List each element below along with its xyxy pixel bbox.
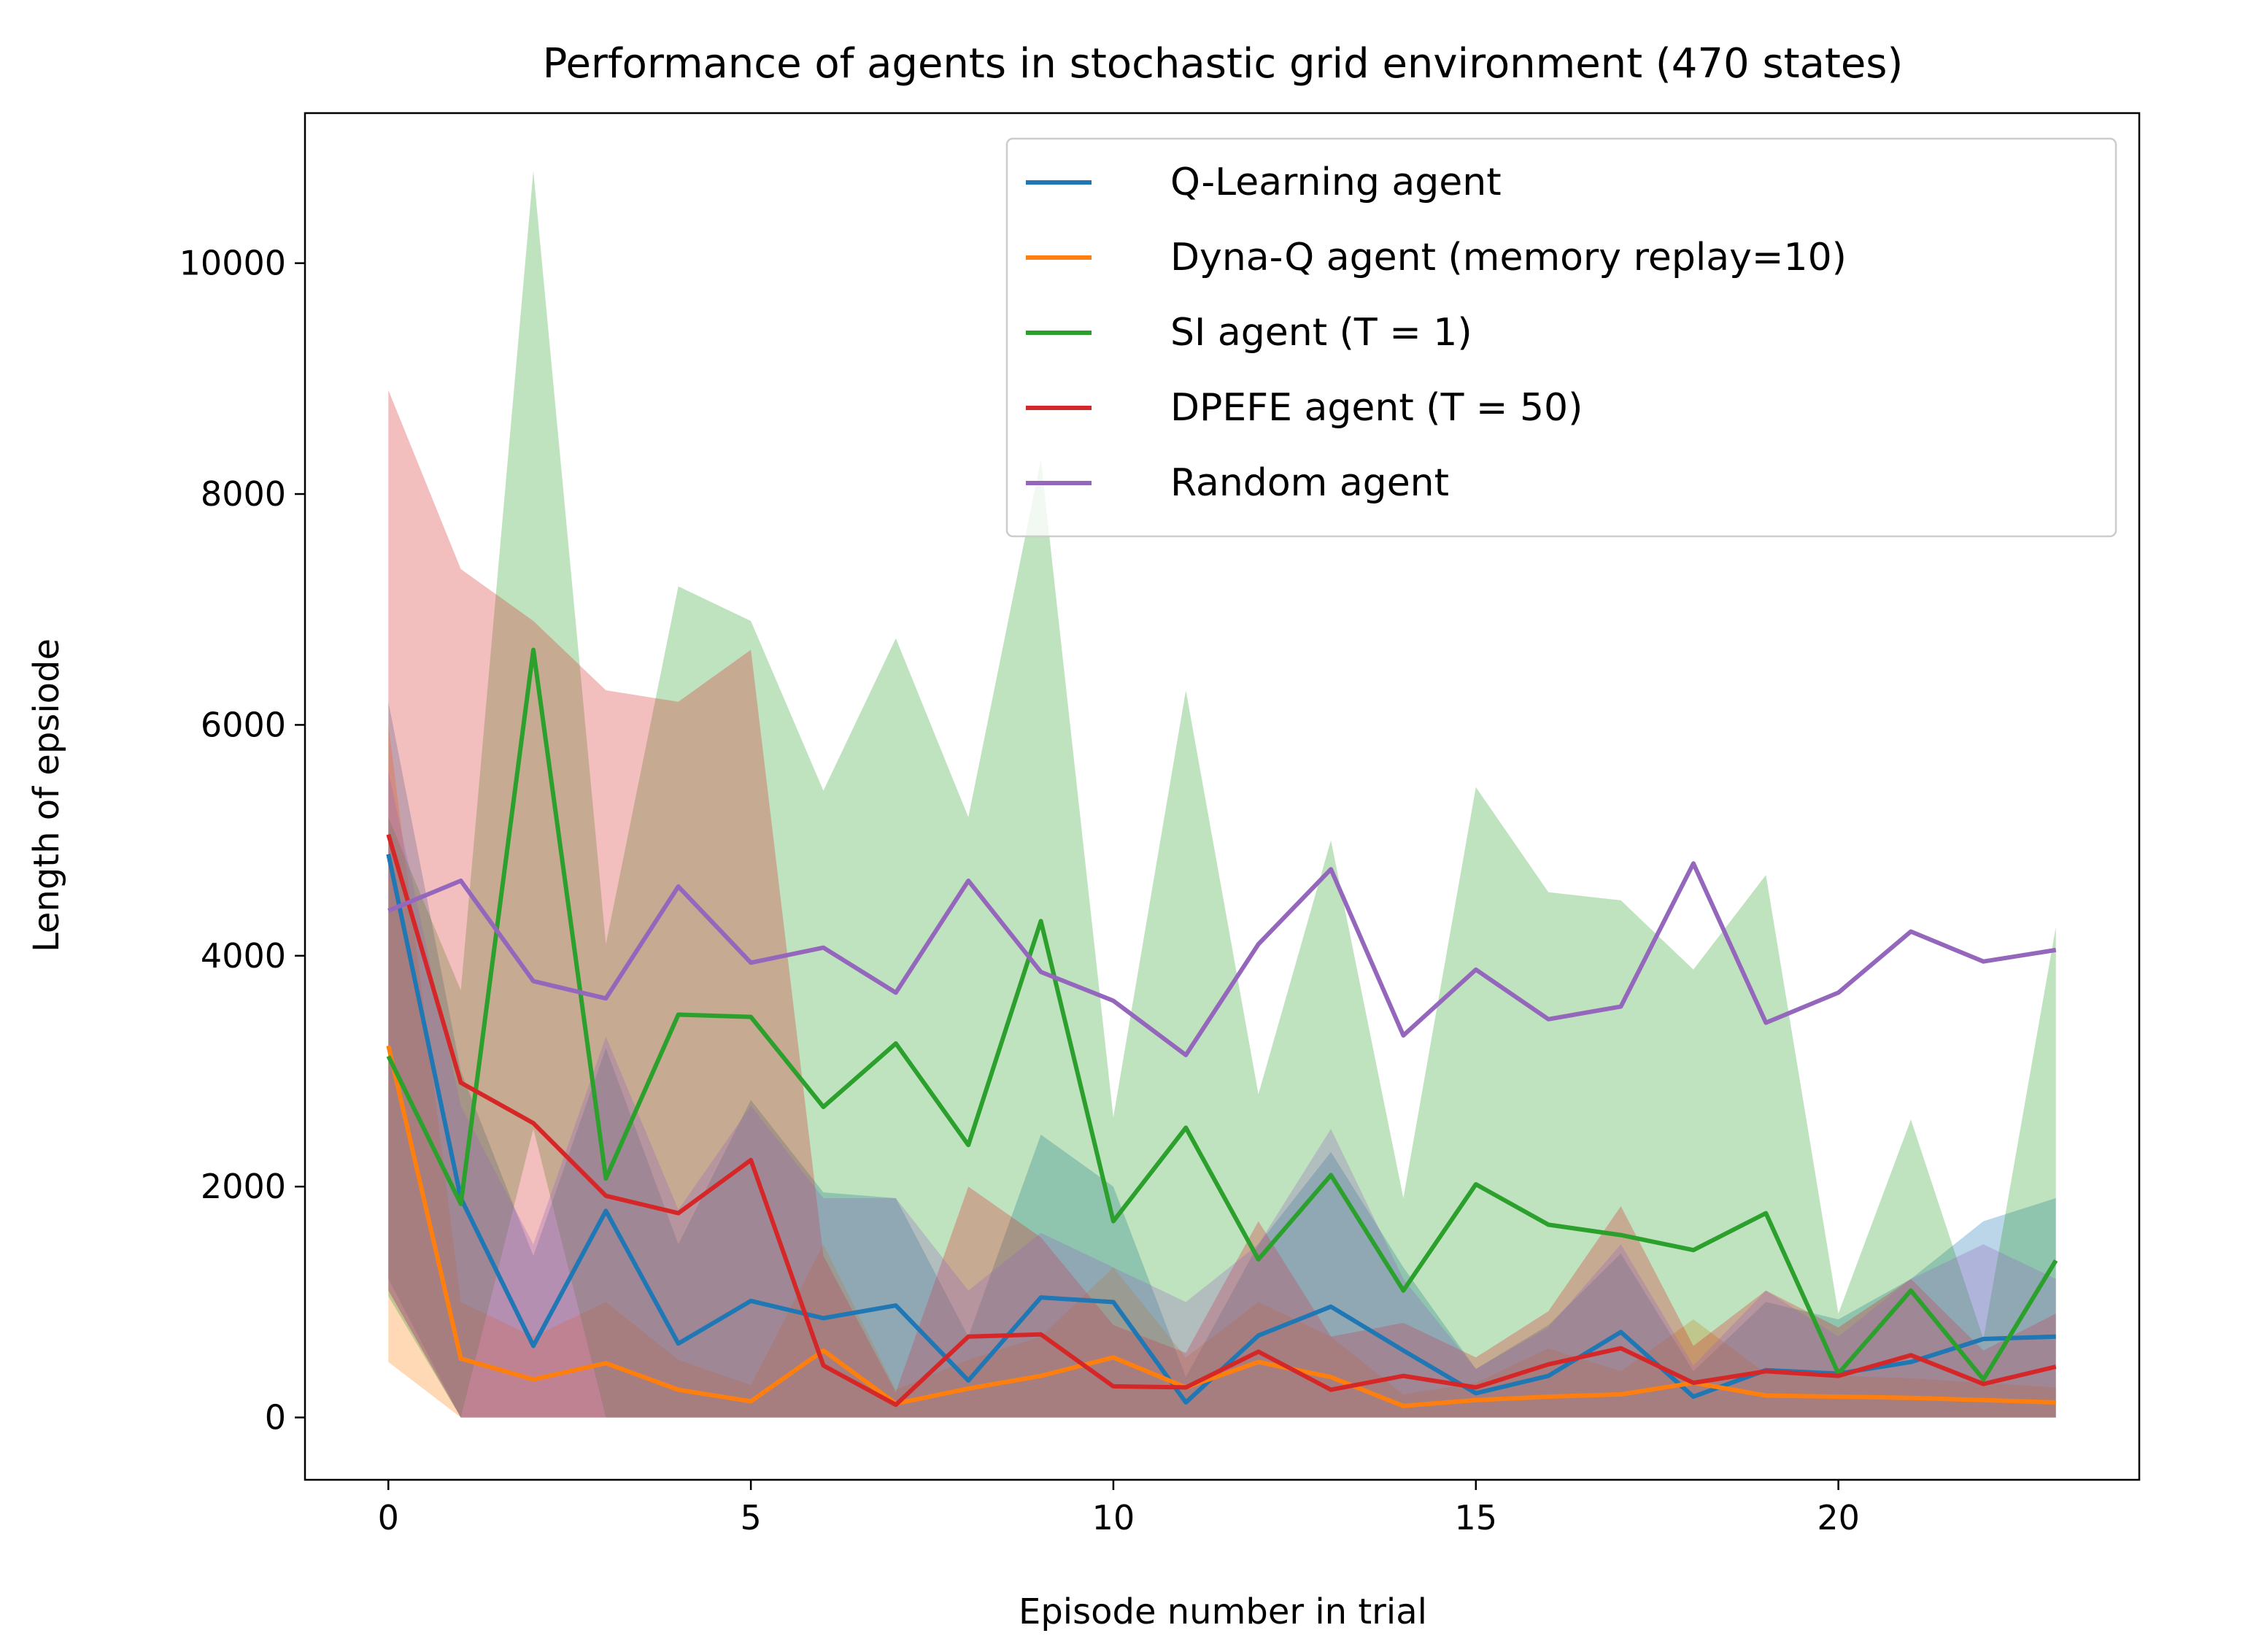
y-axis-label: Length of epsiode xyxy=(26,638,67,952)
legend: Q-Learning agent Dyna-Q agent (memory rep… xyxy=(1005,137,2117,538)
legend-label-si-agent-t-1: SI agent (T = 1) xyxy=(1170,311,1472,355)
x-tick-label: 0 xyxy=(378,1498,399,1537)
y-tick-label: 6000 xyxy=(201,705,286,744)
y-tick-label: 10000 xyxy=(179,244,286,283)
legend-label-q-learning-agent: Q-Learning agent xyxy=(1170,161,1502,204)
line-si-agent-t-1 xyxy=(386,647,2058,1382)
legend-label-dyna-q-agent-memory-replay-10: Dyna-Q agent (memory replay=10) xyxy=(1170,236,1847,279)
series-lines xyxy=(386,647,2058,1408)
x-tick-label: 10 xyxy=(1092,1498,1135,1537)
confidence-bands xyxy=(388,171,2056,1418)
band-si-agent-t-1 xyxy=(388,171,2056,1418)
x-tick-label: 5 xyxy=(740,1498,761,1537)
y-tick-label: 2000 xyxy=(201,1167,286,1206)
legend-label-random-agent: Random agent xyxy=(1170,461,1449,505)
band-random-agent xyxy=(388,771,2056,1418)
y-tick-label: 0 xyxy=(265,1398,286,1437)
chart-title: Performance of agents in stochastic grid… xyxy=(543,40,1904,88)
band-q-learning-agent xyxy=(388,701,2056,1418)
band-dyna-q-agent-memory-replay-10 xyxy=(388,725,2056,1418)
line-random-agent xyxy=(387,861,2057,1057)
legend-box xyxy=(1005,137,2117,538)
legend-label-dpefe-agent-t-50: DPEFE agent (T = 50) xyxy=(1170,386,1583,430)
x-tick-label: 20 xyxy=(1817,1498,1860,1537)
line-dpefe-agent-t-50 xyxy=(386,833,2057,1408)
band-dpefe-agent-t-50 xyxy=(388,390,2056,1418)
y-tick-label: 8000 xyxy=(201,474,286,514)
x-tick-label: 15 xyxy=(1455,1498,1498,1537)
x-axis-label: Episode number in trial xyxy=(1019,1591,1427,1632)
plot-area-frame xyxy=(304,112,2141,1481)
line-dyna-q-agent-memory-replay-10 xyxy=(386,1045,2056,1408)
x-axis-ticks: 0 5 10 15 20 xyxy=(378,1480,1860,1537)
y-tick-label: 4000 xyxy=(201,936,286,976)
y-axis-ticks: 0 2000 4000 6000 8000 10000 xyxy=(179,244,305,1437)
